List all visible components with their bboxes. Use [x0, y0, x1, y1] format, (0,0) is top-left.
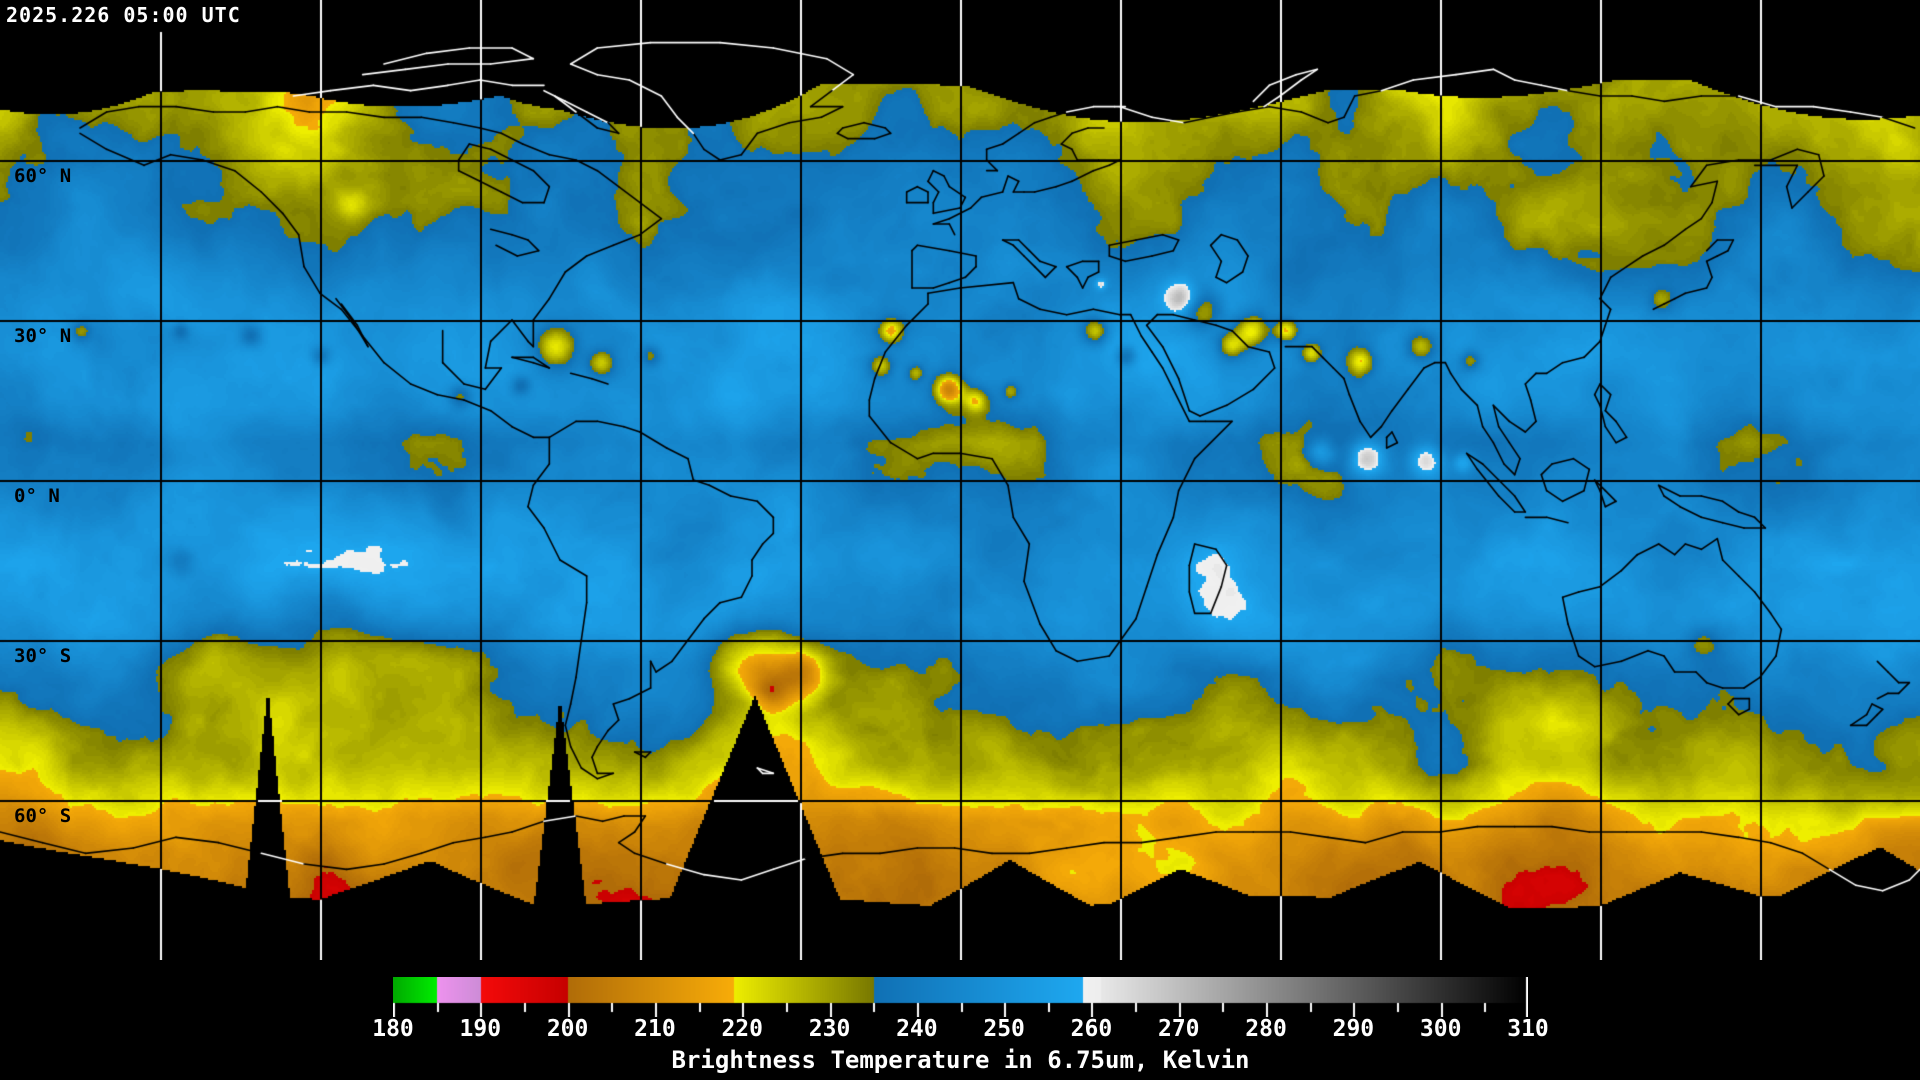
colorbar-tick-label: 230	[808, 1016, 851, 1042]
colorbar-tick-label: 260	[1070, 1016, 1113, 1042]
colorbar-tick-label: 210	[634, 1016, 676, 1042]
colorbar-tick-label: 280	[1245, 1016, 1287, 1042]
colorbar-tick-label: 190	[459, 1016, 502, 1042]
satellite-map-canvas	[0, 0, 1920, 960]
colorbar-tick-label: 220	[721, 1016, 763, 1042]
colorbar-tick-label: 240	[896, 1016, 938, 1042]
latitude-label: 30° N	[14, 325, 72, 347]
colorbar-tick-label: 300	[1419, 1016, 1462, 1042]
colorbar-scale-canvas	[393, 977, 1528, 1017]
latitude-label: 60° N	[14, 165, 72, 187]
colorbar-tick-label: 180	[372, 1016, 414, 1042]
colorbar-tick-label: 250	[983, 1016, 1025, 1042]
colorbar-tick-label: 270	[1157, 1016, 1200, 1042]
latitude-label: 60° S	[14, 805, 72, 827]
colorbar-tick-label: 310	[1507, 1016, 1549, 1042]
latitude-label: 30° S	[14, 645, 72, 667]
colorbar-title: Brightness Temperature in 6.75um, Kelvin	[671, 1046, 1250, 1074]
timestamp: 2025.226 05:00 UTC	[6, 3, 241, 27]
colorbar-tick-label: 290	[1332, 1016, 1375, 1042]
colorbar-tick-label: 200	[546, 1016, 589, 1042]
latitude-label: 0° N	[14, 485, 60, 507]
